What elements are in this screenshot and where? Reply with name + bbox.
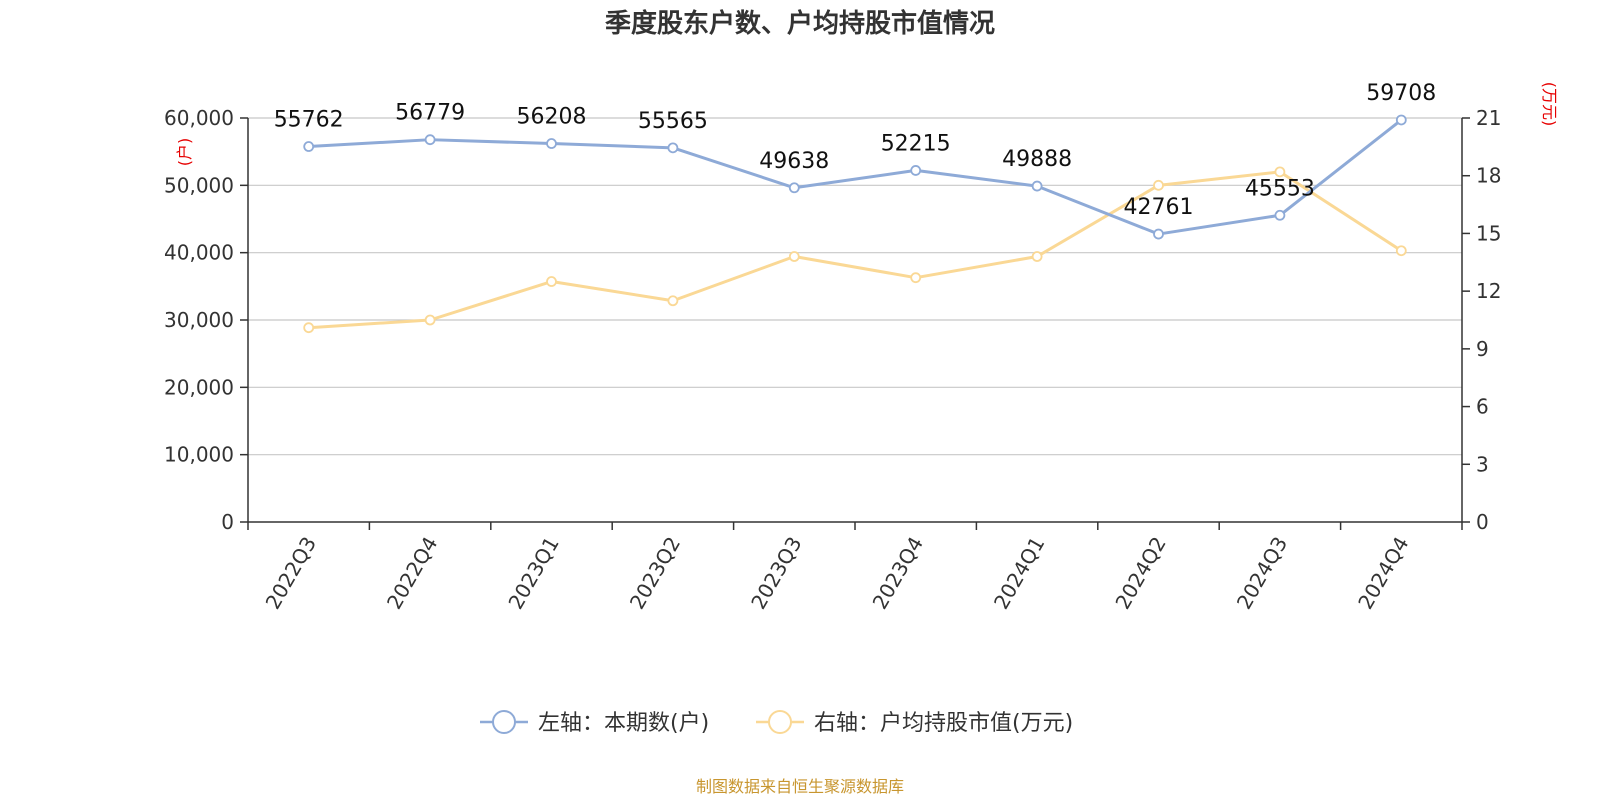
data-point-shareholders	[303, 141, 315, 152]
data-point-shareholders	[1395, 114, 1407, 126]
left-tick-label: 50,000	[164, 173, 234, 197]
right-tick-label: 12	[1476, 279, 1501, 303]
legend-item[interactable]: 右轴：户均持股市值(万元)	[756, 710, 1073, 736]
data-label: 59708	[1366, 81, 1436, 106]
data-point-avg-value	[546, 276, 557, 287]
data-label: 45553	[1245, 176, 1315, 201]
x-tick-label: 2023Q2	[625, 533, 685, 614]
data-point-avg-value	[910, 272, 922, 284]
x-tick-label: 2024Q3	[1232, 533, 1292, 614]
legend: 左轴：本期数(户) 右轴：户均持股市值(万元)	[480, 710, 1073, 736]
data-point-avg-value	[1395, 245, 1407, 257]
legend-marker-icon	[768, 710, 792, 734]
data-point-shareholders	[667, 142, 679, 154]
right-tick-label: 3	[1476, 452, 1489, 476]
x-tick-label: 2024Q2	[1110, 533, 1170, 614]
x-tick-label: 2024Q4	[1353, 533, 1413, 614]
data-label: 56779	[395, 101, 465, 126]
data-point-avg-value	[1153, 179, 1164, 191]
data-label: 49638	[759, 149, 829, 174]
x-tick-label: 2023Q4	[868, 533, 928, 614]
series-lines	[303, 114, 1407, 334]
left-tick-label: 60,000	[164, 106, 234, 130]
data-point-avg-value	[788, 251, 800, 262]
right-axis-unit: (万元)	[1540, 82, 1559, 127]
x-tick-label: 2023Q1	[503, 533, 563, 614]
right-tick-label: 21	[1476, 106, 1501, 130]
left-tick-label: 20,000	[164, 375, 234, 399]
left-tick-label: 30,000	[164, 308, 234, 332]
data-point-shareholders	[788, 182, 800, 194]
legend-label: 右轴：户均持股市值(万元)	[814, 711, 1073, 736]
source-note: 制图数据来自恒生聚源数据库	[696, 777, 904, 796]
right-tick-label: 18	[1476, 164, 1501, 188]
x-tick-label: 2022Q4	[382, 533, 442, 614]
data-point-shareholders	[1153, 228, 1164, 240]
x-tick-label: 2023Q3	[746, 533, 806, 614]
left-tick-label: 40,000	[164, 241, 234, 265]
x-tick-label: 2022Q3	[261, 533, 321, 614]
data-point-avg-value	[424, 314, 436, 326]
data-label: 52215	[881, 131, 951, 156]
right-tick-label: 0	[1476, 510, 1489, 534]
data-point-avg-value	[667, 295, 679, 307]
data-label: 56208	[517, 105, 587, 130]
data-point-avg-value	[303, 322, 315, 334]
chart-title: 季度股东户数、户均持股市值情况	[605, 8, 995, 39]
legend-label: 左轴：本期数(户)	[538, 711, 709, 736]
data-point-avg-value	[1031, 251, 1043, 262]
data-label: 49888	[1002, 147, 1072, 172]
data-point-shareholders	[546, 138, 557, 149]
x-tick-label: 2024Q1	[989, 533, 1049, 614]
right-tick-label: 9	[1476, 337, 1489, 361]
data-point-avg-value	[1274, 166, 1286, 178]
right-tick-label: 6	[1476, 395, 1489, 419]
data-point-shareholders	[424, 134, 436, 146]
data-labels: 55762 56779 56208 55565 49638 52215 49888 42761…	[274, 81, 1437, 220]
right-tick-label: 15	[1476, 221, 1501, 245]
left-tick-label: 10,000	[164, 443, 234, 467]
series-line-shareholders	[308, 118, 1403, 236]
legend-marker-icon	[492, 710, 516, 734]
data-label: 55565	[638, 109, 708, 134]
series-line-avg-value	[308, 170, 1403, 330]
data-point-shareholders	[910, 165, 922, 176]
left-tick-label: 0	[221, 510, 234, 534]
data-label: 55762	[274, 108, 344, 133]
data-point-shareholders	[1274, 209, 1286, 221]
data-label: 42761	[1124, 195, 1194, 220]
grid-lines	[248, 117, 1462, 456]
data-point-shareholders	[1031, 180, 1043, 192]
legend-item[interactable]: 左轴：本期数(户)	[480, 710, 709, 736]
left-axis-unit: (户)	[175, 138, 194, 167]
